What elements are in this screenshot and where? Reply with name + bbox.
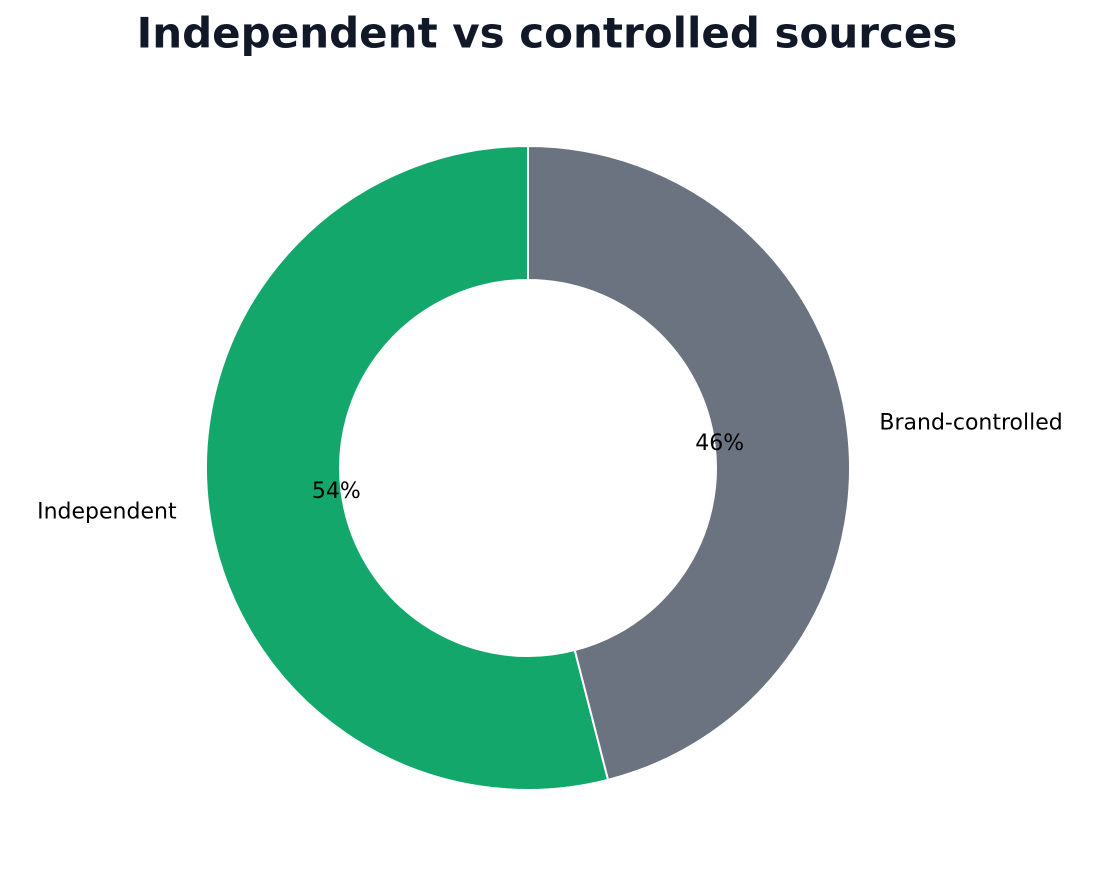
value-label: 46% (695, 431, 744, 456)
slice-label: Independent (37, 499, 177, 524)
donut-slice (205, 144, 610, 791)
chart-title: Independent vs controlled sources (137, 9, 958, 58)
slice-label: Brand-controlled (879, 411, 1062, 436)
value-label: 54% (312, 479, 361, 504)
donut-slice (527, 144, 851, 782)
